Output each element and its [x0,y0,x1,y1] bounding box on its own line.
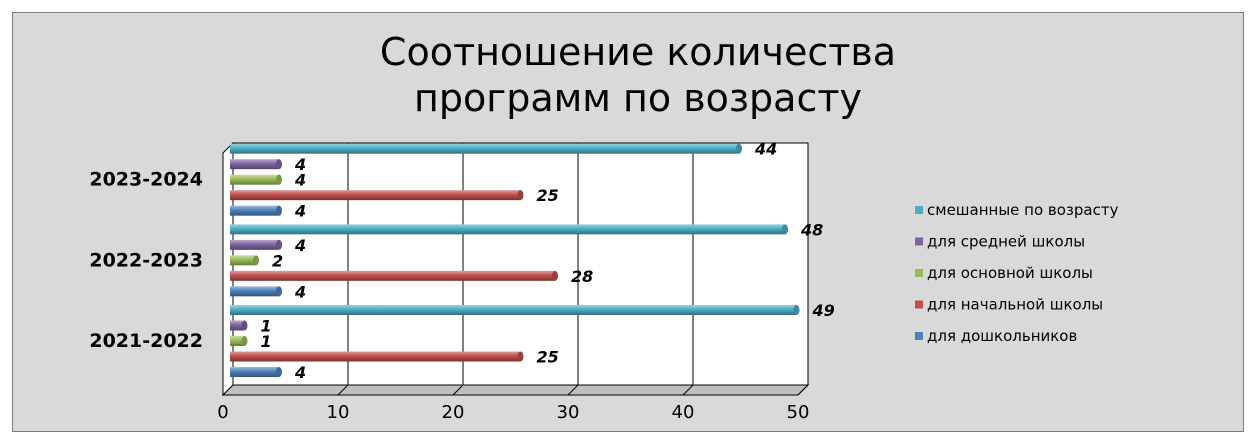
legend-label: для дошкольников [927,327,1077,345]
bar [230,286,279,297]
bar [230,270,555,281]
bar-cap [517,190,524,201]
data-label: 4 [294,363,306,382]
bar-cap [276,286,282,297]
chart-title-line-1: Соотношение количества [380,30,896,74]
legend-label: для основной школы [927,264,1093,282]
category-label: 2021-2022 [89,330,203,352]
bar [230,224,785,235]
bar [230,305,797,315]
data-label: 44 [754,140,777,159]
x-tick-label: 50 [787,402,810,423]
data-label: 48 [800,220,823,239]
bar-cap [552,270,558,281]
category-label: 2023-2024 [89,169,203,191]
data-label: 25 [537,348,559,367]
plot-area: 0 10 20 30 40 5042511492021-202242824482022-2… [89,140,834,423]
bar [230,159,279,170]
data-label: 4 [294,236,306,255]
x-tick-label: 30 [557,402,580,423]
bar [230,143,739,154]
bar [230,336,245,346]
gridline-floor [452,384,464,396]
bar-cap [276,239,282,250]
data-label: 28 [571,267,593,286]
data-label: 1 [261,332,272,351]
bar [230,190,521,201]
legend-swatch [915,269,923,277]
legend-label: для начальной школы [927,296,1103,314]
data-label: 49 [812,301,835,320]
gridline-floor [567,384,579,396]
legend-swatch [915,332,923,340]
data-label: 4 [294,171,306,190]
legend-label: смешанные по возрасту [927,201,1119,219]
bar-cap [517,351,524,362]
plot-floor [221,384,810,396]
bar [230,255,256,266]
plot-back-wall [232,142,809,386]
bar [230,239,279,250]
bar-cap [782,224,788,235]
bar-cap [241,320,248,331]
bar-cap [276,174,282,185]
bar-cap [736,143,742,154]
data-label: 1 [261,317,272,336]
x-tick-label: 10 [327,402,350,423]
x-tick-label: 40 [672,402,695,423]
bar-cap [793,305,800,315]
legend-swatch [915,300,923,309]
data-label: 4 [294,282,306,301]
bar-cap [253,255,259,266]
chart-title: Соотношение количества программ по возра… [380,30,896,120]
legend-swatch [915,237,923,246]
data-label: 2 [272,251,283,270]
chart-title-line-2: программ по возрасту [414,76,862,120]
gridline-floor [797,384,809,396]
data-label: 4 [294,202,306,221]
x-tick-label: 0 [217,402,228,423]
data-label: 25 [537,186,559,205]
bar [230,174,279,185]
bar [230,367,279,377]
bar [230,205,279,216]
x-tick-label: 20 [442,402,465,423]
bar-cap [276,159,282,170]
bar [230,351,521,362]
legend-swatch [915,206,923,214]
bar [230,320,245,331]
legend-label: для средней школы [927,233,1085,251]
gridline-floor [682,384,694,396]
bar-cap [276,367,282,377]
chart-svg: Соотношение количества программ по возра… [89,30,1119,423]
data-label: 4 [294,155,306,174]
bar-cap [276,205,282,216]
legend: смешанные по возрасту для средней школы дл… [915,201,1119,345]
category-label: 2022-2023 [89,249,203,271]
chart-frame: Соотношение количества программ по возра… [12,12,1244,432]
bar-cap [241,336,248,346]
gridline-floor [337,384,349,396]
